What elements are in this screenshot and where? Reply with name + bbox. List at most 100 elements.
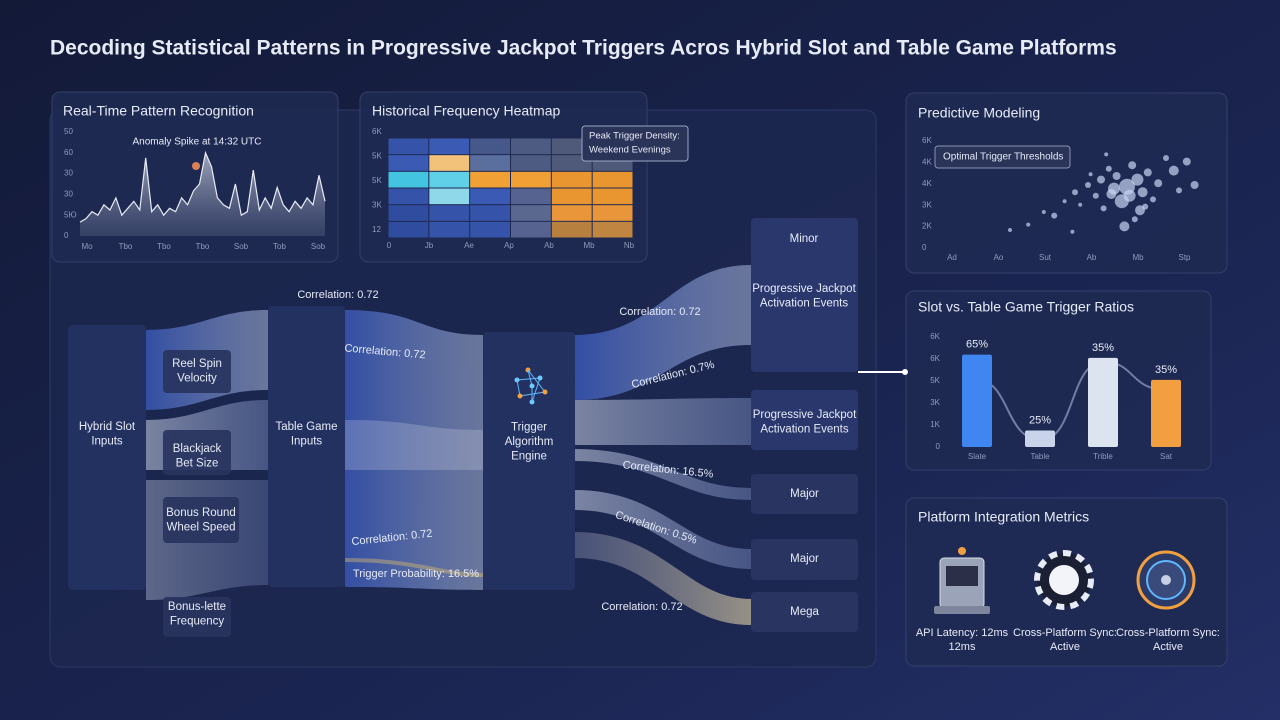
- icon-part: [1049, 565, 1079, 595]
- scatter-point: [1131, 173, 1144, 186]
- y-tick-label: 5Ю: [64, 210, 77, 219]
- scatter-point: [1182, 157, 1191, 166]
- scatter-point: [1105, 165, 1112, 172]
- y-tick-label: 60: [64, 148, 73, 157]
- scatter-point: [1008, 228, 1012, 232]
- correlation-label: Correlation: 0.72: [619, 306, 700, 318]
- y-tick-label: 3K: [930, 398, 940, 407]
- node-label: Reel Spin: [172, 358, 222, 370]
- x-tick-label: Ab: [1087, 253, 1097, 262]
- scatter-point: [1143, 168, 1152, 177]
- flow-band: [345, 420, 483, 470]
- node-label: Inputs: [91, 435, 123, 447]
- scatter-point: [1142, 203, 1149, 210]
- heat-cell: [592, 221, 633, 238]
- y-tick-label: 6K: [922, 136, 932, 145]
- heat-cell: [592, 188, 633, 205]
- bar-label: 25%: [1029, 414, 1051, 426]
- scatter-point: [1026, 222, 1031, 227]
- x-tick-label: Ad: [947, 253, 957, 262]
- y-tick-label: 3K: [372, 201, 382, 210]
- icon-edge: [516, 379, 521, 397]
- flow-band: [574, 490, 752, 569]
- heat-cell: [511, 188, 551, 205]
- y-tick-label: 4K: [922, 179, 932, 188]
- heat-cell: [551, 188, 592, 205]
- x-tick-label: Sob: [311, 242, 326, 251]
- icon-part: [1161, 575, 1171, 585]
- node-label: Blackjack: [173, 443, 222, 455]
- bar: [1025, 430, 1055, 447]
- heat-cell: [592, 205, 633, 221]
- heat-cell: [429, 188, 470, 205]
- scatter-point: [1123, 189, 1136, 202]
- bar-label: 35%: [1155, 364, 1177, 376]
- icon-node: [537, 375, 543, 381]
- x-tick-label: Sat: [1160, 452, 1173, 461]
- x-tick-label: Ab: [544, 241, 554, 250]
- y-tick-label: 12: [372, 225, 381, 234]
- heat-cell: [470, 188, 510, 205]
- heat-cell: [511, 205, 551, 221]
- scatter-point: [1150, 196, 1156, 203]
- icon-edge: [527, 369, 533, 387]
- roulette-icon: [1136, 550, 1196, 610]
- heat-cell: [388, 155, 429, 171]
- icon-edge: [531, 377, 541, 403]
- icon-node: [529, 383, 535, 389]
- heat-cell: [551, 171, 592, 188]
- flow-node: [163, 597, 231, 637]
- scatter-point: [1088, 172, 1093, 177]
- icon-part: [958, 547, 966, 555]
- bar-label: 35%: [1092, 342, 1114, 354]
- metric-value: Active: [1153, 641, 1183, 653]
- flow-node: [751, 474, 858, 514]
- scatter-point: [1163, 155, 1169, 161]
- x-tick-label: Tob: [273, 242, 286, 251]
- x-tick-label: Ae: [464, 241, 474, 250]
- x-tick-label: Ao: [994, 253, 1004, 262]
- flow-band: [574, 532, 752, 625]
- flow-node: [483, 332, 575, 590]
- y-tick-label: 5K: [930, 376, 940, 385]
- connector-dot: [902, 369, 908, 375]
- scatter-point: [1041, 210, 1046, 214]
- flow-node: [163, 350, 231, 393]
- heat-cell: [388, 188, 429, 205]
- metric-label: Cross-Platform Sync:: [1116, 627, 1220, 639]
- scatter-point: [1131, 216, 1138, 223]
- x-tick-label: Slate: [968, 452, 987, 461]
- scatter-point: [1092, 192, 1099, 199]
- scatter-point: [1108, 182, 1120, 195]
- flow-node: [751, 390, 858, 450]
- node-label: Frequency: [170, 615, 225, 627]
- y-tick-label: 30: [64, 169, 73, 178]
- icon-node: [529, 399, 535, 405]
- heat-cell: [388, 205, 429, 221]
- node-label: Major: [790, 488, 819, 500]
- flow-node: [751, 218, 858, 372]
- x-tick-label: Tbo: [157, 242, 171, 251]
- metric-value: 12ms: [949, 641, 976, 653]
- heat-cell: [551, 205, 592, 221]
- x-tick-label: Sut: [1039, 253, 1052, 262]
- heat-cell: [592, 171, 633, 188]
- annotation: Optimal Trigger Thresholds: [943, 152, 1063, 163]
- scatter-point: [1137, 187, 1148, 198]
- scatter-point: [1128, 161, 1137, 170]
- scatter-point: [1070, 229, 1075, 234]
- heat-cell: [429, 221, 470, 238]
- y-tick-label: 2K: [922, 222, 932, 231]
- y-tick-label: 5K: [372, 176, 382, 185]
- icon-node: [517, 393, 523, 399]
- engine-icon: [514, 367, 548, 405]
- flow-band: [575, 265, 751, 400]
- scatter-point: [1097, 175, 1105, 184]
- correlation-label: Correlation: 0.72: [297, 289, 378, 301]
- x-tick-label: Nb: [624, 241, 635, 250]
- scatter-point: [1154, 179, 1163, 188]
- node-label: Inputs: [291, 435, 323, 447]
- page-title: Decoding Statistical Patterns in Progres…: [50, 37, 1117, 60]
- flow-node: [751, 539, 858, 580]
- scatter-point: [1119, 221, 1130, 232]
